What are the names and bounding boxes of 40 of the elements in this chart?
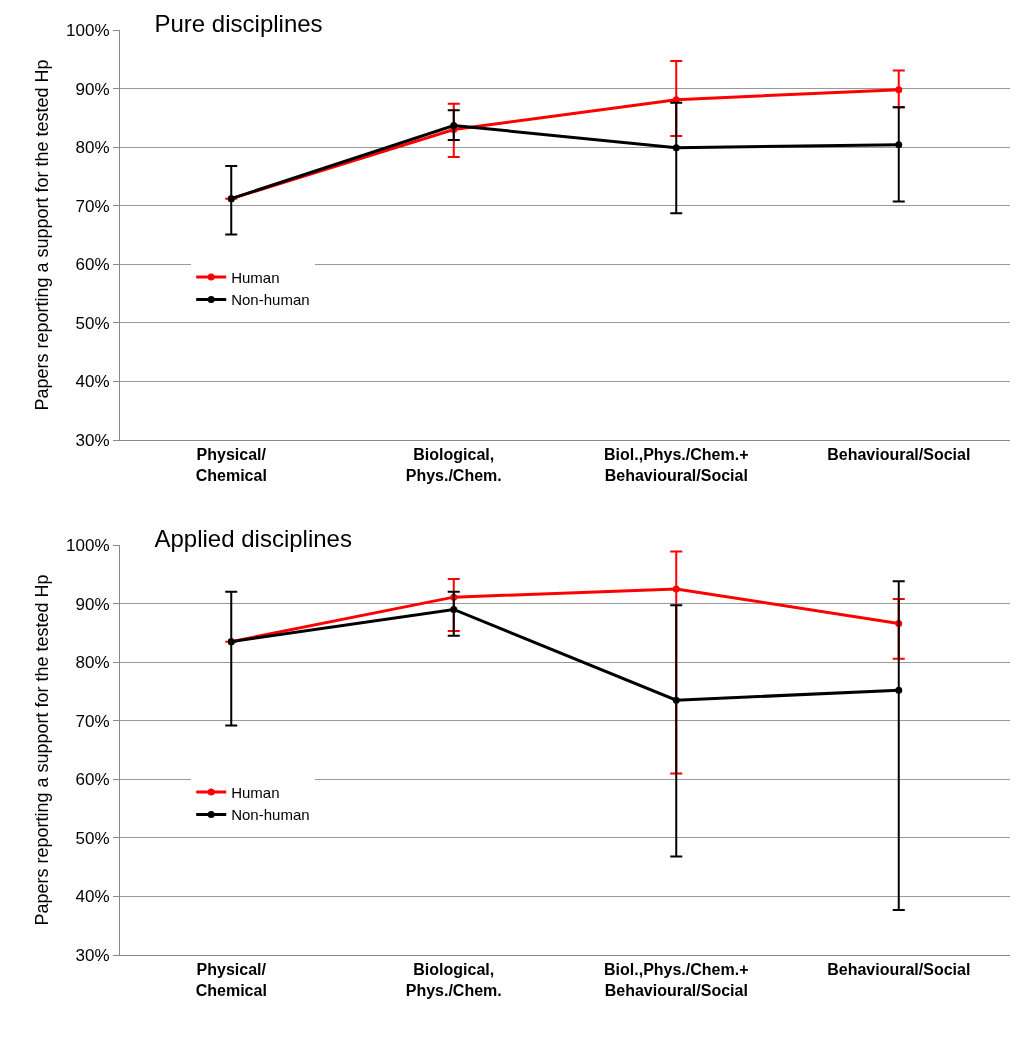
y-tick-label: 80% — [75, 653, 110, 673]
x-tick-label: Behavioural/Social — [827, 446, 971, 464]
x-tick-label: Biol.,Phys./Chem.+ Behavioural/Social — [604, 446, 749, 484]
y-tick-label: 50% — [75, 828, 110, 848]
point — [895, 86, 903, 94]
y-tick-label: 30% — [75, 430, 110, 450]
y-tick-label: 100% — [66, 20, 110, 40]
legend-label: Human — [231, 783, 280, 801]
x-tick-label: Physical/ Chemical — [195, 446, 267, 484]
x-tick-label: Physical/ Chemical — [195, 961, 267, 999]
point — [895, 141, 903, 149]
y-axis-title: Papers reporting a support for the tested Hp — [32, 59, 53, 411]
point — [895, 686, 903, 694]
y-tick-label: 80% — [75, 138, 110, 158]
y-tick-label: 100% — [66, 535, 110, 555]
x-tick-label: Biological, Phys./Chem. — [405, 961, 502, 999]
chart-title: Applied disciplines — [154, 525, 352, 553]
point — [450, 605, 458, 613]
y-tick-label: 50% — [75, 313, 110, 333]
legend-label: Non-human — [231, 806, 310, 824]
point — [672, 144, 680, 152]
y-tick-label: 70% — [75, 196, 110, 216]
y-tick-label: 90% — [75, 79, 110, 99]
y-tick-label: 70% — [75, 711, 110, 731]
legend-label: Non-human — [231, 291, 310, 309]
x-tick-label: Biol.,Phys./Chem.+ Behavioural/Social — [604, 961, 749, 999]
y-axis-title: Papers reporting a support for the tested Hp — [32, 574, 53, 926]
x-tick-label: Biological, Phys./Chem. — [405, 446, 502, 484]
legend-label: Human — [231, 268, 280, 286]
x-tick-label: Behavioural/Social — [827, 961, 971, 979]
y-tick-label: 60% — [75, 770, 110, 790]
point — [672, 696, 680, 704]
y-tick-label: 30% — [75, 945, 110, 965]
point — [450, 121, 458, 129]
chart-title: Pure disciplines — [154, 10, 323, 38]
y-tick-label: 40% — [75, 372, 110, 392]
y-tick-label: 40% — [75, 887, 110, 907]
point — [672, 585, 680, 593]
y-tick-label: 90% — [75, 594, 110, 614]
y-tick-label: 60% — [75, 255, 110, 275]
